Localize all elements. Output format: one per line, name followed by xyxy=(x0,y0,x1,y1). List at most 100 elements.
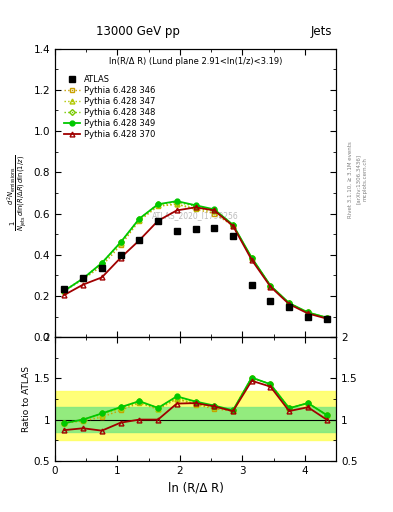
Bar xyxy=(55,391,336,440)
Line: ATLAS: ATLAS xyxy=(61,218,330,322)
Pythia 6.428 349 xyxy=(324,314,329,321)
Pythia 6.428 346 xyxy=(212,210,217,217)
Line: Pythia 6.428 347: Pythia 6.428 347 xyxy=(62,202,329,320)
Pythia 6.428 370 xyxy=(287,301,292,307)
Pythia 6.428 349 xyxy=(306,309,310,315)
Pythia 6.428 348 xyxy=(137,216,142,222)
Pythia 6.428 347 xyxy=(99,261,104,267)
Pythia 6.428 346 xyxy=(62,288,67,294)
Pythia 6.428 370 xyxy=(118,255,123,261)
Pythia 6.428 349 xyxy=(287,300,292,306)
Pythia 6.428 347 xyxy=(118,240,123,246)
Pythia 6.428 346 xyxy=(137,218,142,224)
ATLAS xyxy=(156,218,160,224)
Pythia 6.428 370 xyxy=(250,257,254,263)
Pythia 6.428 349 xyxy=(250,255,254,261)
Pythia 6.428 348 xyxy=(212,207,217,214)
Pythia 6.428 349 xyxy=(137,216,142,222)
Pythia 6.428 370 xyxy=(268,284,273,290)
Pythia 6.428 370 xyxy=(306,310,310,316)
Pythia 6.428 347 xyxy=(231,222,235,228)
Pythia 6.428 348 xyxy=(268,283,273,289)
ATLAS xyxy=(62,286,67,292)
Text: 13000 GeV pp: 13000 GeV pp xyxy=(95,25,180,38)
Pythia 6.428 347 xyxy=(62,288,67,294)
Legend: ATLAS, Pythia 6.428 346, Pythia 6.428 347, Pythia 6.428 348, Pythia 6.428 349, P: ATLAS, Pythia 6.428 346, Pythia 6.428 34… xyxy=(62,73,157,141)
Pythia 6.428 347 xyxy=(250,255,254,261)
Pythia 6.428 349 xyxy=(81,275,86,282)
ATLAS xyxy=(193,226,198,232)
Pythia 6.428 370 xyxy=(99,274,104,281)
Pythia 6.428 370 xyxy=(174,207,179,214)
Pythia 6.428 346 xyxy=(174,201,179,207)
Pythia 6.428 348 xyxy=(99,260,104,266)
Pythia 6.428 348 xyxy=(324,314,329,321)
Pythia 6.428 346 xyxy=(268,283,273,289)
Line: Pythia 6.428 346: Pythia 6.428 346 xyxy=(62,202,329,320)
Pythia 6.428 346 xyxy=(231,223,235,229)
Pythia 6.428 349 xyxy=(118,239,123,245)
Text: Jets: Jets xyxy=(310,25,332,38)
Pythia 6.428 349 xyxy=(62,288,67,294)
Pythia 6.428 346 xyxy=(81,276,86,283)
ATLAS xyxy=(118,251,123,258)
Pythia 6.428 347 xyxy=(156,202,160,208)
X-axis label: ln (R/Δ R): ln (R/Δ R) xyxy=(167,481,224,494)
Pythia 6.428 370 xyxy=(62,292,67,298)
Pythia 6.428 348 xyxy=(250,255,254,261)
Pythia 6.428 370 xyxy=(231,223,235,229)
ATLAS xyxy=(324,315,329,322)
Y-axis label: $\frac{1}{N_\mathrm{jets}}\frac{d^2 N_\mathrm{emissions}}{d\ln(R/\Delta R)\,d\ln: $\frac{1}{N_\mathrm{jets}}\frac{d^2 N_\m… xyxy=(6,155,29,231)
Pythia 6.428 349 xyxy=(231,222,235,228)
Y-axis label: Ratio to ATLAS: Ratio to ATLAS xyxy=(22,366,31,432)
ATLAS xyxy=(81,275,86,282)
ATLAS xyxy=(212,225,217,231)
Pythia 6.428 347 xyxy=(268,283,273,289)
Pythia 6.428 346 xyxy=(193,206,198,212)
Pythia 6.428 349 xyxy=(156,201,160,207)
Pythia 6.428 348 xyxy=(231,222,235,228)
Line: Pythia 6.428 370: Pythia 6.428 370 xyxy=(62,205,329,321)
Pythia 6.428 348 xyxy=(81,275,86,282)
Text: [arXiv:1306.3436]: [arXiv:1306.3436] xyxy=(356,154,361,204)
ATLAS xyxy=(137,237,142,243)
Pythia 6.428 346 xyxy=(156,203,160,209)
ATLAS xyxy=(174,228,179,234)
Pythia 6.428 348 xyxy=(174,199,179,205)
Pythia 6.428 347 xyxy=(193,205,198,211)
Pythia 6.428 348 xyxy=(118,239,123,245)
Pythia 6.428 347 xyxy=(174,201,179,207)
Bar xyxy=(55,407,336,432)
Pythia 6.428 347 xyxy=(324,314,329,321)
Pythia 6.428 348 xyxy=(306,309,310,315)
Pythia 6.428 346 xyxy=(287,300,292,306)
Pythia 6.428 370 xyxy=(137,237,142,243)
Text: Rivet 3.1.10, ≥ 3.1M events: Rivet 3.1.10, ≥ 3.1M events xyxy=(348,141,353,218)
Pythia 6.428 370 xyxy=(193,204,198,210)
Pythia 6.428 347 xyxy=(212,208,217,215)
Text: ln(R/Δ R) (Lund plane 2.91<ln(1/z)<3.19): ln(R/Δ R) (Lund plane 2.91<ln(1/z)<3.19) xyxy=(109,57,282,66)
Pythia 6.428 347 xyxy=(81,275,86,282)
Pythia 6.428 349 xyxy=(193,202,198,208)
Pythia 6.428 347 xyxy=(306,309,310,315)
Pythia 6.428 348 xyxy=(62,288,67,294)
Pythia 6.428 346 xyxy=(118,242,123,248)
ATLAS xyxy=(99,265,104,271)
ATLAS xyxy=(231,233,235,239)
Pythia 6.428 346 xyxy=(250,255,254,261)
Text: ATLAS_2020_I1790256: ATLAS_2020_I1790256 xyxy=(152,211,239,221)
Pythia 6.428 348 xyxy=(193,203,198,209)
Pythia 6.428 347 xyxy=(287,300,292,306)
Pythia 6.428 346 xyxy=(306,309,310,315)
ATLAS xyxy=(268,298,273,304)
Pythia 6.428 347 xyxy=(137,217,142,223)
Pythia 6.428 349 xyxy=(212,206,217,212)
Line: Pythia 6.428 349: Pythia 6.428 349 xyxy=(62,199,329,320)
Line: Pythia 6.428 348: Pythia 6.428 348 xyxy=(62,200,329,319)
Pythia 6.428 348 xyxy=(287,300,292,306)
Text: mcplots.cern.ch: mcplots.cern.ch xyxy=(363,157,368,201)
Pythia 6.428 349 xyxy=(268,283,273,289)
ATLAS xyxy=(287,304,292,310)
ATLAS xyxy=(306,313,310,319)
Pythia 6.428 370 xyxy=(81,282,86,288)
